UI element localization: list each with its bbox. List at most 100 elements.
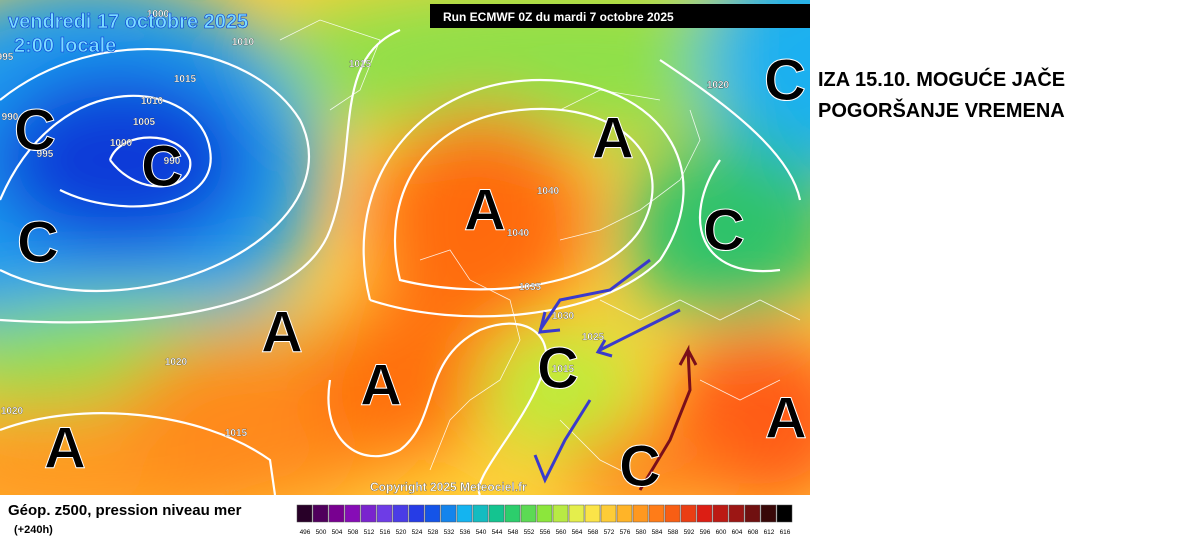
scale-swatch [344, 504, 361, 523]
pressure-label: 1015 [174, 74, 197, 85]
coastline [279, 19, 801, 481]
scale-swatch [744, 504, 761, 523]
scale-swatch [632, 504, 649, 523]
pressure-center: C [764, 48, 806, 113]
scale-swatch [488, 504, 505, 523]
pressure-label: 1020 [165, 357, 188, 368]
pressure-center: A [592, 106, 634, 171]
pressure-label: 995 [37, 149, 54, 160]
scale-swatch [712, 504, 729, 523]
pressure-label: 1010 [232, 37, 255, 48]
isobar [0, 412, 277, 495]
pressure-label: 1020 [707, 80, 730, 91]
scale-swatch [376, 504, 393, 523]
scale-label: 568 [588, 529, 599, 536]
pressure-label: 1035 [519, 282, 542, 293]
trajectory-arrow [595, 308, 681, 358]
scale-label: 524 [412, 529, 423, 536]
scale-swatch [424, 504, 441, 523]
scale-label: 616 [780, 529, 791, 536]
scale-label: 520 [396, 529, 407, 536]
scale-swatch [600, 504, 617, 523]
pressure-label: 1000 [147, 9, 170, 20]
scale-swatch [408, 504, 425, 523]
scale-label: 528 [428, 529, 439, 536]
pressure-label: 1015 [349, 59, 372, 70]
date: vendredi 17 octobre 2025 [8, 11, 248, 33]
pressure-label: 1040 [537, 186, 560, 197]
scale-swatch [680, 504, 697, 523]
run: Run ECMWF 0Z du mardi 7 octobre 2025 [443, 10, 674, 24]
scale-label: 532 [444, 529, 455, 536]
scale-label: 496 [300, 529, 311, 536]
scale-label: 564 [572, 529, 583, 536]
run-banner [430, 4, 810, 28]
pressure-center: A [765, 386, 807, 451]
isobar [0, 48, 311, 293]
isobar [659, 59, 802, 273]
pressure-center: C [703, 198, 745, 263]
scale-label: 544 [492, 529, 503, 536]
pressure-center: A [261, 300, 303, 365]
pressure-center: C [14, 98, 56, 163]
scale-swatch [328, 504, 345, 523]
copyright: Copyright 2025 Meteociel.fr [370, 480, 527, 494]
annotation-line: IZA 15.10. MOGUĆE JAČE [818, 67, 1065, 91]
scale-swatch [552, 504, 569, 523]
scale-label: 600 [716, 529, 727, 536]
scale-label: 512 [364, 529, 375, 536]
scale-swatch [392, 504, 409, 523]
pressure-center: C [537, 336, 579, 401]
scale-swatch [456, 504, 473, 523]
isobar [327, 322, 548, 495]
pressure-label: 995 [0, 52, 14, 63]
scale-swatch [616, 504, 633, 523]
legend-title: Géop. z500, pression niveau mer [8, 502, 242, 519]
pressure-center: A [44, 416, 86, 481]
pressure-center: A [360, 353, 402, 418]
scale-swatch [440, 504, 457, 523]
pressure-center: C [619, 434, 661, 499]
scale-label: 548 [508, 529, 519, 536]
scale-swatch [776, 504, 793, 523]
scale-swatch [728, 504, 745, 523]
pressure-center: C [17, 210, 59, 275]
scale-label: 560 [556, 529, 567, 536]
scale-swatch [584, 504, 601, 523]
pressure-label: 1040 [507, 228, 530, 239]
pressure-label: 1025 [582, 332, 605, 343]
isobar [0, 94, 212, 208]
scale-swatch [664, 504, 681, 523]
scale-label: 592 [684, 529, 695, 536]
scale-label: 552 [524, 529, 535, 536]
field [0, 0, 810, 495]
pressure-label: 1010 [141, 96, 164, 107]
trajectory-arrow [533, 399, 592, 484]
pressure-label: 1030 [552, 311, 575, 322]
scale-swatch [696, 504, 713, 523]
scale-swatch [312, 504, 329, 523]
time: 2:00 locale [14, 35, 116, 57]
isobar [362, 78, 685, 318]
scale-label: 516 [380, 529, 391, 536]
scale-swatch [648, 504, 665, 523]
pressure-label: 1015 [552, 364, 575, 375]
pressure-label: 990 [164, 156, 181, 167]
scale-swatch [360, 504, 377, 523]
pressure-center: A [464, 178, 506, 243]
scale-swatch [568, 504, 585, 523]
isobar [108, 136, 192, 188]
pressure-label: 1020 [707, 80, 730, 91]
scale-swatch [760, 504, 777, 523]
isobar [393, 107, 654, 291]
scale-label: 588 [668, 529, 679, 536]
scale-label: 556 [540, 529, 551, 536]
map: 1000101010151015101010051000995990990995… [0, 0, 810, 499]
pressure-label: 1005 [133, 117, 156, 128]
scale-swatch [536, 504, 553, 523]
isobar [0, 28, 401, 324]
pressure-label: 1000 [110, 138, 133, 149]
